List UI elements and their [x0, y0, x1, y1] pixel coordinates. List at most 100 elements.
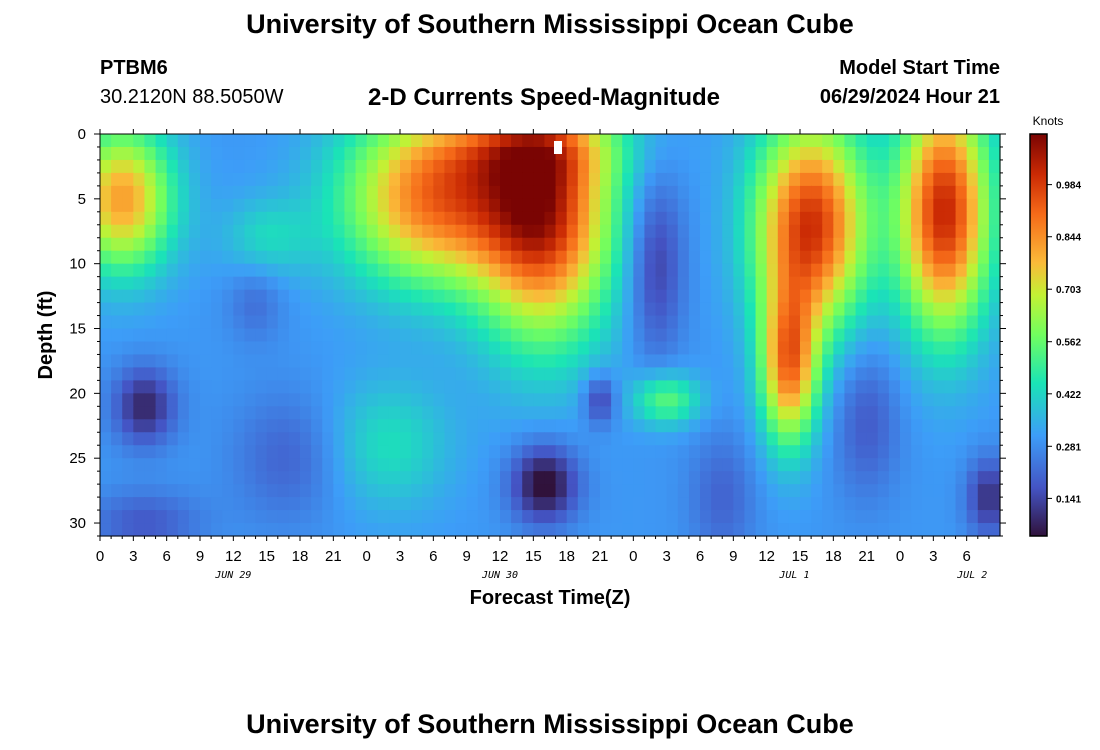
heatmap-cell [544, 432, 557, 446]
heatmap-cell [833, 198, 846, 213]
heatmap-cell [566, 497, 579, 511]
heatmap-cell [900, 276, 912, 291]
heatmap-cell [855, 380, 868, 394]
heatmap-cell [855, 419, 868, 433]
heatmap-cell [388, 419, 401, 433]
heatmap-cell [422, 406, 434, 420]
heatmap-cell [400, 172, 412, 187]
heatmap-cell [233, 471, 246, 485]
heatmap-cell [233, 419, 246, 433]
heatmap-cell [300, 458, 312, 472]
heatmap-cell [244, 458, 257, 472]
heatmap-cell [655, 224, 668, 239]
heatmap-cell [544, 185, 557, 200]
heatmap-cell [955, 510, 968, 524]
heatmap-cell [622, 432, 634, 446]
heatmap-cell [588, 172, 601, 187]
heatmap-cell [466, 328, 479, 343]
heatmap-cell [488, 458, 501, 472]
heatmap-cell [633, 159, 646, 174]
heatmap-cell [522, 263, 534, 278]
heatmap-cell [422, 289, 434, 304]
heatmap-cell [266, 315, 279, 330]
heatmap-cell [822, 471, 834, 485]
heatmap-cell [366, 302, 379, 317]
heatmap-cell [455, 380, 468, 394]
heatmap-cell [311, 302, 323, 317]
heatmap-cell [333, 341, 346, 356]
heatmap-cell [911, 263, 923, 278]
heatmap-cell [311, 211, 323, 226]
heatmap-cell [822, 458, 834, 472]
heatmap-cell [266, 419, 279, 433]
heatmap-cell [433, 471, 446, 485]
heatmap-cell [533, 367, 546, 381]
heatmap-cell [700, 510, 712, 524]
heatmap-cell [311, 341, 323, 356]
heatmap-cell [777, 211, 790, 226]
heatmap-cell [322, 497, 334, 511]
heatmap-cell [377, 172, 390, 187]
heatmap-cell [677, 406, 690, 420]
heatmap-cell [633, 263, 646, 278]
heatmap-cell [566, 172, 579, 187]
heatmap-cell [600, 367, 612, 381]
heatmap-cell [811, 354, 823, 369]
heatmap-cell [466, 172, 479, 187]
heatmap-cell [788, 211, 801, 226]
heatmap-cell [777, 302, 790, 317]
heatmap-cell [177, 393, 190, 407]
heatmap-cell [588, 354, 601, 369]
heatmap-cell [722, 315, 734, 330]
heatmap-cell [933, 328, 946, 343]
heatmap-cell [244, 510, 257, 524]
heatmap-cell [288, 419, 301, 433]
heatmap-cell [177, 134, 190, 148]
heatmap-cell [255, 497, 268, 511]
heatmap-cell [488, 523, 501, 537]
heatmap-cell [700, 211, 712, 226]
heatmap-cell [966, 224, 979, 239]
heatmap-cell [888, 250, 901, 265]
heatmap-cell [155, 510, 168, 524]
heatmap-cell [855, 302, 868, 317]
heatmap-cell [100, 354, 112, 369]
heatmap-cell [566, 510, 579, 524]
heatmap-cell [155, 315, 168, 330]
heatmap-cell [677, 458, 690, 472]
heatmap-cell [322, 393, 334, 407]
heatmap-cell [144, 134, 157, 148]
heatmap-cell [922, 276, 934, 291]
heatmap-cell [788, 146, 801, 161]
heatmap-cell [633, 458, 646, 472]
heatmap-cell [633, 198, 646, 213]
heatmap-cell [711, 172, 723, 187]
heatmap-cell [833, 146, 846, 161]
heatmap-cell [833, 159, 846, 174]
heatmap-cell [400, 328, 412, 343]
heatmap-cell [177, 250, 190, 265]
heatmap-cell [322, 172, 334, 187]
heatmap-cell [533, 432, 546, 446]
heatmap-cell [700, 185, 712, 200]
heatmap-cell [644, 419, 657, 433]
heatmap-cell [533, 458, 546, 472]
heatmap-cell [488, 484, 501, 498]
heatmap-cell [455, 172, 468, 187]
heatmap-cell [244, 445, 257, 459]
heatmap-cell [900, 250, 912, 265]
heatmap-cell [511, 497, 523, 511]
heatmap-cell [777, 263, 790, 278]
heatmap-cell [788, 302, 801, 317]
heatmap-cell [877, 484, 890, 498]
heatmap-cell [811, 302, 823, 317]
heatmap-cell [800, 367, 812, 381]
heatmap-cell [733, 354, 746, 369]
heatmap-cell [800, 250, 812, 265]
heatmap-cell [122, 289, 134, 304]
heatmap-cell [333, 276, 346, 291]
heatmap-cell [444, 406, 457, 420]
heatmap-cell [144, 263, 157, 278]
x-tick-label: 15 [258, 548, 275, 565]
heatmap-cell [688, 302, 701, 317]
